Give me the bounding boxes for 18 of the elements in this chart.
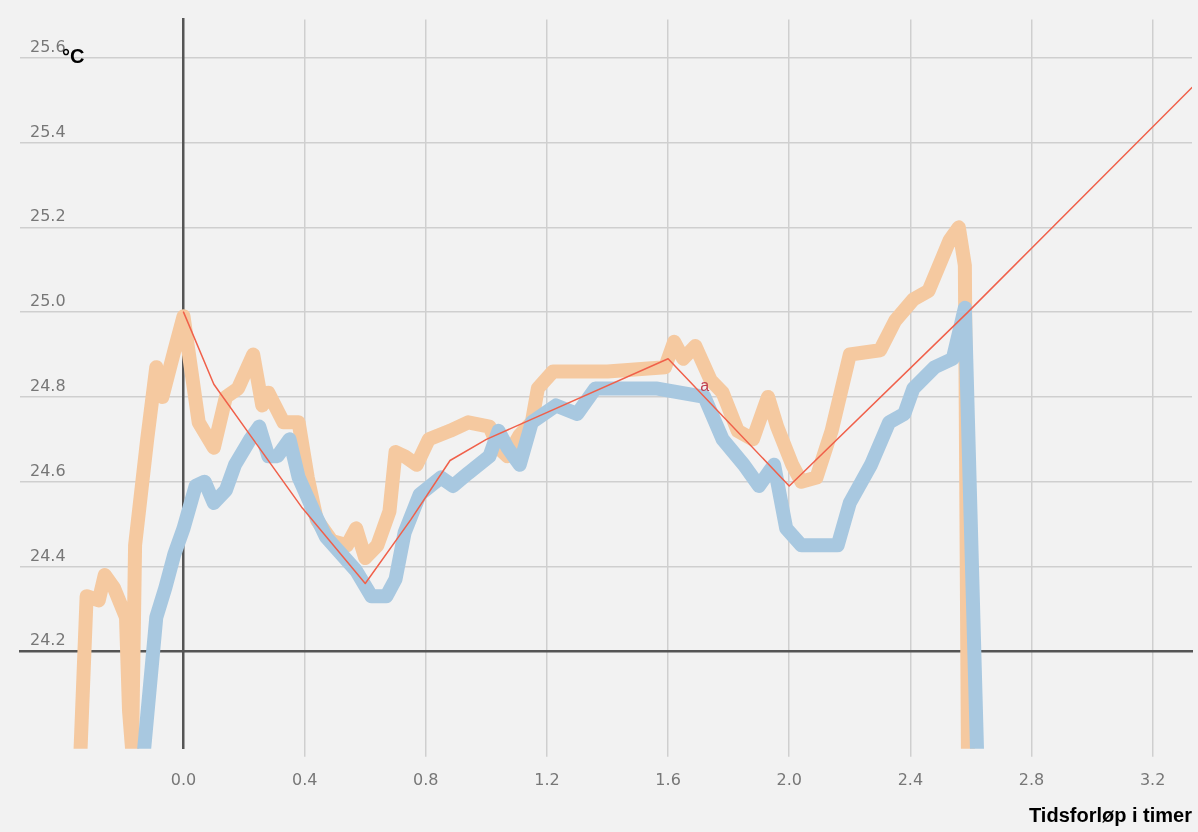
y-tick-label: 24.8 bbox=[30, 376, 66, 396]
y-tick-label: 24.2 bbox=[30, 630, 66, 650]
y-tick-label: 25.2 bbox=[30, 206, 66, 226]
annotation: a bbox=[700, 377, 710, 395]
y-tick-label: 25.4 bbox=[30, 121, 66, 141]
x-tick-label: 0.8 bbox=[413, 769, 439, 789]
y-tick-label: 25.0 bbox=[30, 291, 66, 311]
y-tick-label: 24.4 bbox=[30, 545, 66, 565]
y-tick-label: 24.6 bbox=[30, 460, 66, 480]
x-tick-label: 2.4 bbox=[897, 769, 924, 789]
x-tick-label: 2.0 bbox=[776, 769, 802, 789]
x-tick-label: 1.6 bbox=[655, 769, 681, 789]
x-tick-label: 0.0 bbox=[170, 769, 197, 789]
x-tick-label: 3.2 bbox=[1139, 769, 1166, 789]
x-tick-label: 0.4 bbox=[291, 769, 318, 789]
x-axis-title: Tidsforløp i timer bbox=[1029, 803, 1193, 826]
x-tick-label: 2.8 bbox=[1018, 769, 1045, 789]
x-tick-label: 1.2 bbox=[534, 769, 560, 789]
